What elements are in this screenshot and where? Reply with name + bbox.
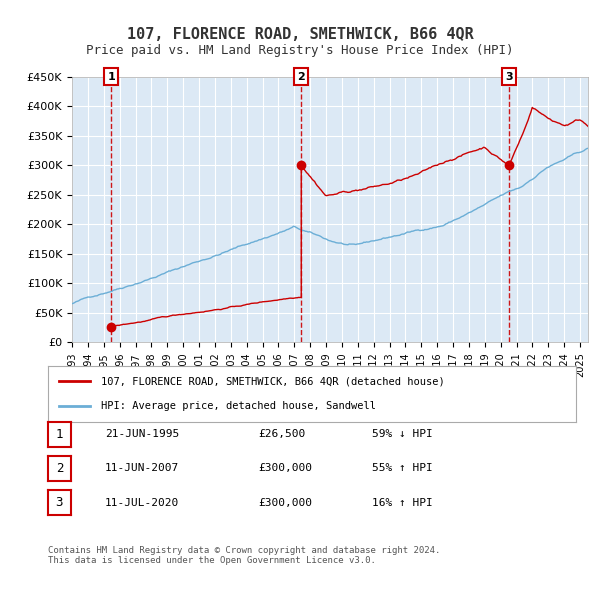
- Text: 11-JUN-2007: 11-JUN-2007: [105, 464, 179, 473]
- Text: 55% ↑ HPI: 55% ↑ HPI: [372, 464, 433, 473]
- Text: 107, FLORENCE ROAD, SMETHWICK, B66 4QR (detached house): 107, FLORENCE ROAD, SMETHWICK, B66 4QR (…: [101, 376, 445, 386]
- Text: £300,000: £300,000: [258, 498, 312, 507]
- Text: Price paid vs. HM Land Registry's House Price Index (HPI): Price paid vs. HM Land Registry's House …: [86, 44, 514, 57]
- Text: HPI: Average price, detached house, Sandwell: HPI: Average price, detached house, Sand…: [101, 401, 376, 411]
- Text: Contains HM Land Registry data © Crown copyright and database right 2024.
This d: Contains HM Land Registry data © Crown c…: [48, 546, 440, 565]
- Text: 59% ↓ HPI: 59% ↓ HPI: [372, 430, 433, 439]
- Text: 1: 1: [56, 428, 63, 441]
- Text: £26,500: £26,500: [258, 430, 305, 439]
- Text: 11-JUL-2020: 11-JUL-2020: [105, 498, 179, 507]
- Text: 107, FLORENCE ROAD, SMETHWICK, B66 4QR: 107, FLORENCE ROAD, SMETHWICK, B66 4QR: [127, 27, 473, 41]
- Text: 2: 2: [298, 72, 305, 81]
- Text: £300,000: £300,000: [258, 464, 312, 473]
- Text: 16% ↑ HPI: 16% ↑ HPI: [372, 498, 433, 507]
- Text: 3: 3: [56, 496, 63, 509]
- Text: 3: 3: [505, 72, 513, 81]
- Text: 21-JUN-1995: 21-JUN-1995: [105, 430, 179, 439]
- Text: 2: 2: [56, 462, 63, 475]
- Text: 1: 1: [107, 72, 115, 81]
